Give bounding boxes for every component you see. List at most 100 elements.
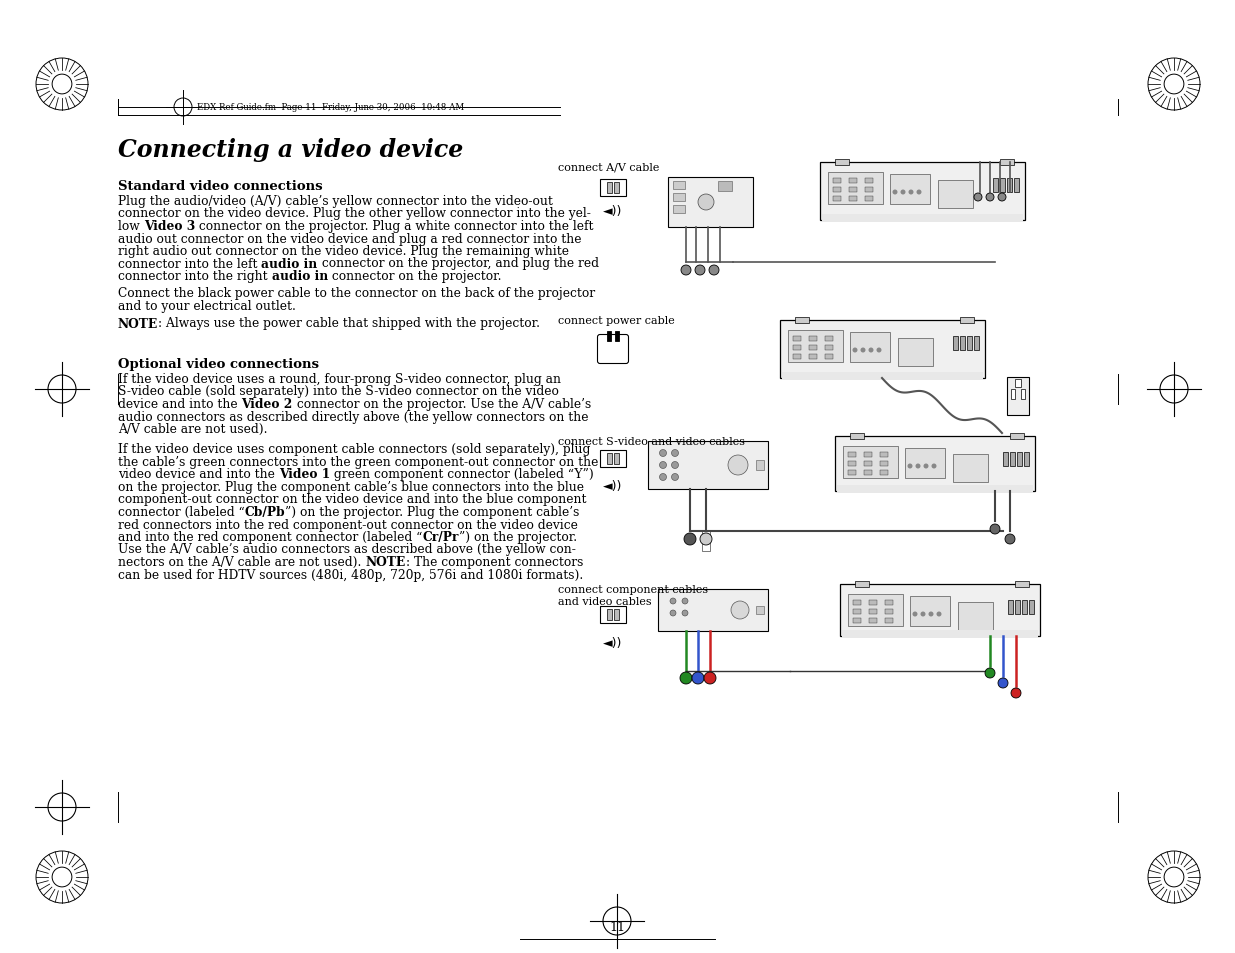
Text: connector on the projector. Use the A/V cable’s: connector on the projector. Use the A/V … [293, 397, 592, 411]
Bar [600, 451, 626, 468]
Circle shape [916, 191, 921, 195]
Text: device and into the: device and into the [119, 397, 242, 411]
Text: Optional video connections: Optional video connections [119, 357, 319, 371]
Text: ”) on the projector. Plug the component cable’s: ”) on the projector. Plug the component … [285, 505, 579, 518]
Text: Plug the audio/video (A/V) cable’s yellow connector into the video-out: Plug the audio/video (A/V) cable’s yello… [119, 194, 553, 208]
Text: ◄)): ◄)) [604, 480, 622, 493]
Bar [809, 355, 818, 359]
Bar [840, 584, 1040, 637]
Bar [825, 355, 832, 359]
Circle shape [900, 191, 905, 195]
Bar [614, 609, 619, 620]
Text: NOTE: NOTE [119, 317, 158, 330]
Circle shape [684, 534, 697, 545]
Circle shape [915, 464, 920, 469]
Bar [793, 336, 802, 341]
Circle shape [1005, 535, 1015, 544]
Bar [853, 609, 861, 615]
Bar [658, 589, 768, 631]
Bar [1000, 179, 1005, 193]
Circle shape [692, 672, 704, 684]
Bar [864, 461, 872, 467]
Circle shape [877, 348, 882, 354]
Bar [1007, 179, 1011, 193]
Bar [701, 532, 710, 552]
Text: can be used for HDTV sources (480i, 480p, 720p, 576i and 1080i formats).: can be used for HDTV sources (480i, 480p… [119, 568, 583, 581]
Bar [960, 336, 965, 351]
Text: the cable’s green connectors into the green component-out connector on the: the cable’s green connectors into the gr… [119, 456, 599, 469]
Text: connector into the left: connector into the left [119, 257, 262, 271]
Bar [756, 460, 764, 471]
Text: Video 1: Video 1 [279, 468, 330, 481]
Text: nectors on the A/V cable are not used).: nectors on the A/V cable are not used). [119, 556, 366, 568]
Text: right audio out connector on the video device. Plug the remaining white: right audio out connector on the video d… [119, 245, 569, 257]
Bar [793, 355, 802, 359]
Text: connect S-video and video cables: connect S-video and video cables [558, 436, 745, 447]
Circle shape [659, 474, 667, 481]
Bar [1008, 600, 1013, 615]
Bar [885, 609, 893, 615]
Bar [953, 455, 988, 482]
Bar [614, 183, 619, 193]
Text: connector into the right: connector into the right [119, 270, 272, 283]
Text: ”) on the projector.: ”) on the projector. [458, 531, 577, 543]
Bar [673, 182, 685, 190]
Bar [885, 618, 893, 623]
Bar [1003, 453, 1008, 467]
Circle shape [868, 348, 873, 354]
Bar [606, 183, 613, 193]
Text: connector on the projector. Plug a white connector into the left: connector on the projector. Plug a white… [195, 220, 593, 233]
Bar [1007, 377, 1029, 416]
Bar [718, 182, 732, 192]
Circle shape [682, 598, 688, 604]
Circle shape [671, 598, 676, 604]
Circle shape [998, 193, 1007, 202]
Text: Use the A/V cable’s audio connectors as described above (the yellow con-: Use the A/V cable’s audio connectors as … [119, 543, 576, 556]
Text: and to your electrical outlet.: and to your electrical outlet. [119, 299, 296, 313]
Text: If the video device uses component cable connectors (sold separately), plug: If the video device uses component cable… [119, 443, 590, 456]
Text: audio in: audio in [262, 257, 317, 271]
Text: ◄)): ◄)) [604, 204, 622, 217]
Bar [809, 336, 818, 341]
Text: and video cables: and video cables [558, 597, 652, 606]
Text: Connect the black power cable to the connector on the back of the projector: Connect the black power cable to the con… [119, 287, 595, 300]
Bar [1000, 160, 1014, 166]
Bar [1015, 600, 1020, 615]
Circle shape [931, 464, 936, 469]
Circle shape [695, 266, 705, 275]
Bar [869, 618, 877, 623]
Bar [823, 214, 1023, 223]
Bar [795, 317, 809, 324]
Circle shape [1011, 688, 1021, 699]
Bar [832, 179, 841, 184]
Text: video device and into the: video device and into the [119, 468, 279, 481]
Bar [1010, 434, 1024, 439]
Text: red connectors into the red component-out connector on the video device: red connectors into the red component-ou… [119, 518, 578, 531]
Circle shape [731, 601, 748, 619]
Bar [809, 346, 818, 351]
Text: green component connector (labeled “Y”): green component connector (labeled “Y”) [330, 468, 594, 481]
Bar [939, 181, 973, 209]
Bar [606, 454, 613, 464]
Bar [600, 180, 626, 196]
Bar [905, 449, 945, 478]
Bar [827, 172, 883, 205]
Bar [606, 609, 613, 620]
Text: audio out connector on the video device and plug a red connector into the: audio out connector on the video device … [119, 233, 582, 245]
Bar [855, 581, 869, 587]
Bar [1024, 453, 1029, 467]
Bar [1010, 453, 1015, 467]
Bar [1023, 600, 1028, 615]
Bar [974, 336, 979, 351]
Text: If the video device uses a round, four-prong S-video connector, plug an: If the video device uses a round, four-p… [119, 373, 561, 386]
Circle shape [852, 348, 857, 354]
Text: A/V cable are not used).: A/V cable are not used). [119, 422, 268, 436]
Bar [881, 453, 888, 457]
Circle shape [672, 474, 678, 481]
Text: audio connectors as described directly above (the yellow connectors on the: audio connectors as described directly a… [119, 410, 589, 423]
Text: ◄)): ◄)) [604, 636, 622, 649]
Bar [864, 188, 873, 193]
Bar [1021, 390, 1025, 399]
Bar [1016, 453, 1023, 467]
Text: S-video cable (sold separately) into the S-video connector on the video: S-video cable (sold separately) into the… [119, 385, 559, 398]
